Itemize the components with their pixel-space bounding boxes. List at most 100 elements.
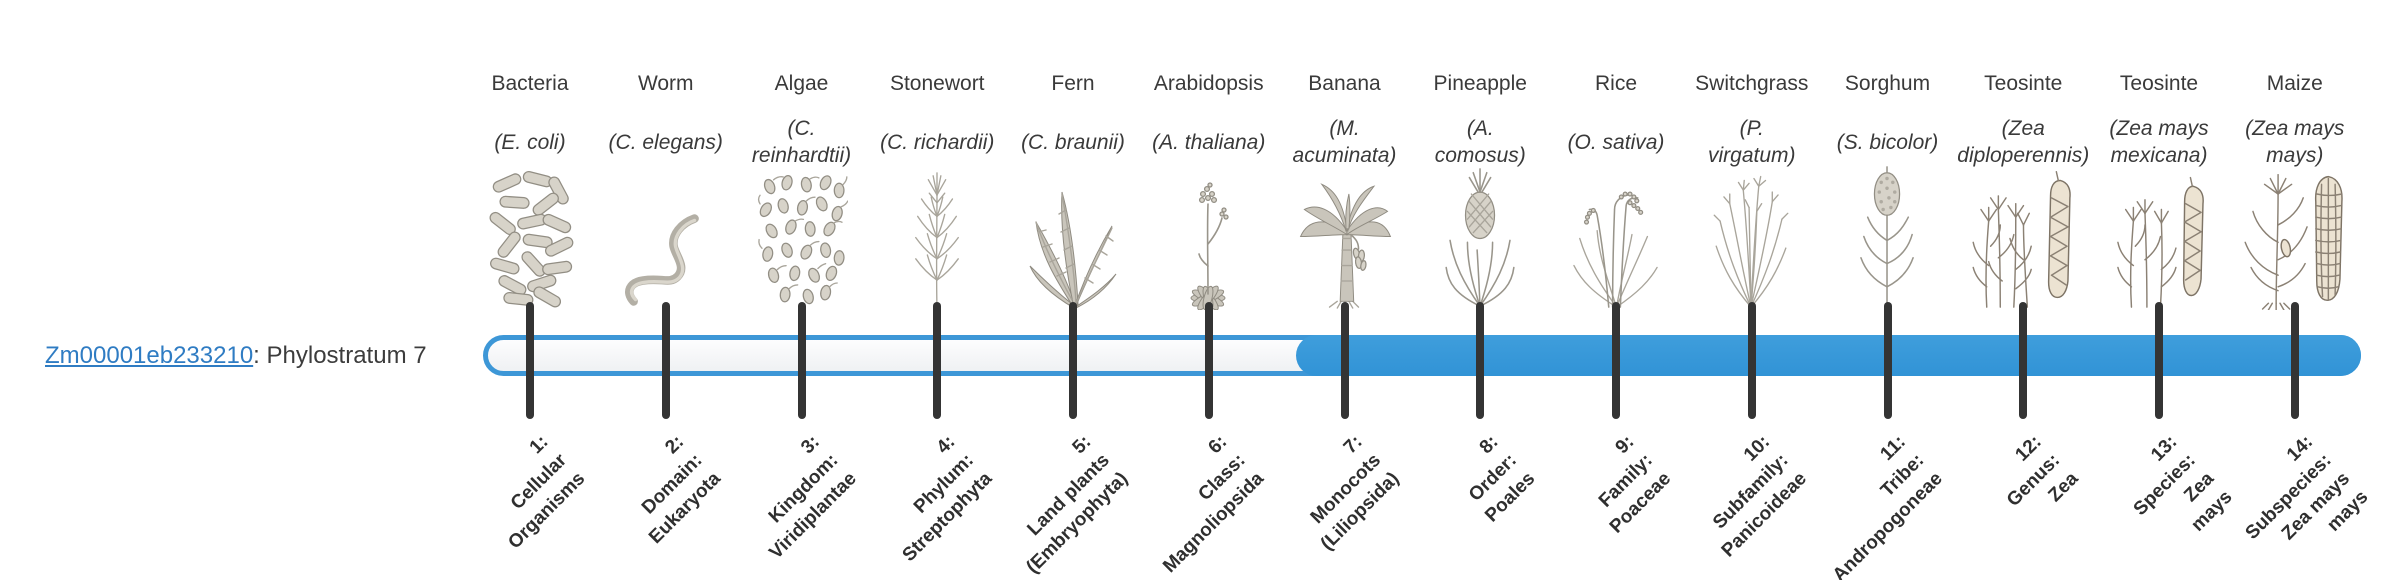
organism-label: Maize (Zea mays mays) <box>2218 70 2372 170</box>
organism-scientific-name: (A. thaliana) <box>1152 130 1266 154</box>
phylostratum-axis-label: 12: Genus: Zea <box>2002 431 2083 511</box>
sorghum-icon <box>1860 166 1914 308</box>
pineapple-icon <box>1445 168 1515 307</box>
organism-label: Arabidopsis (A. thaliana) <box>1132 70 1286 170</box>
algae-icon <box>757 175 848 305</box>
organism-icon-box <box>2218 168 2372 310</box>
phylostratum-axis-label: 11: Tribe: Andropogoneae <box>1828 431 1947 580</box>
phylostratum-column: Rice (O. sativa) 9: Family: Poaceae <box>1539 0 1693 580</box>
phylostratum-axis-label: 9: Family: Poaceae <box>1594 431 1676 538</box>
phylostratum-axis-label: 5: Land plants (Embryophyta) <box>1022 431 1133 578</box>
organism-common-name: Pineapple <box>1433 72 1527 95</box>
organism-common-name: Worm <box>637 72 694 95</box>
organism-scientific-name: (Zea diploperennis) <box>1957 117 2090 167</box>
organism-common-name: Bacteria <box>491 72 569 95</box>
organism-label: Bacteria (E. coli) <box>453 70 607 170</box>
organism-label: Pineapple (A. comosus) <box>1403 70 1557 170</box>
organism-icon-box <box>725 168 879 310</box>
phylostratum-column: Algae (C. reinhardtii) <box>725 0 879 580</box>
phylostratum-tick <box>1883 302 1892 419</box>
organism-common-name: Sorghum <box>1844 72 1931 95</box>
phylostratum-tick <box>661 302 670 419</box>
phylostratum-tick <box>1612 302 1620 419</box>
phylostratum-axis-label: 1: Cellular Organisms <box>503 431 590 554</box>
organism-common-name: Teosinte <box>2119 72 2199 95</box>
organism-common-name: Algae <box>774 72 829 95</box>
phylostratum-tick <box>797 302 806 419</box>
organism-icon-box <box>453 168 607 310</box>
phylostratum-column: Teosinte (Zea mays mexicana) 13: Species: Z… <box>2082 0 2236 580</box>
phylostratum-tick <box>526 302 534 419</box>
phylostratum-axis-label: 8: Order: Poales <box>1464 431 1540 527</box>
phylostratum-tick <box>2019 302 2028 419</box>
gene-id-link[interactable]: Zm00001eb233210 <box>45 342 254 369</box>
organism-icon-box <box>1539 168 1693 310</box>
organism-icon-box <box>1946 168 2100 310</box>
phylostratum-tick <box>2290 302 2299 419</box>
phylostratum-column: Switchgrass (P. virgatum) 10: Subfamily: Pa… <box>1675 0 1829 580</box>
phylostratum-column: Fern (C. braunii) 5: Land plants (Embryoph… <box>996 0 1150 580</box>
organism-icon-box <box>2082 168 2236 310</box>
organism-common-name: Rice <box>1594 72 1637 95</box>
phylostratum-column: Arabidopsis (A. thaliana) 6: Class: Magnol… <box>1132 0 1286 580</box>
phylostrata-bar-fill <box>1296 335 2361 376</box>
organism-common-name: Stonewort <box>889 72 985 95</box>
phylostratum-column: Stonewort (C. richardii) 4: Phylum: Strept… <box>860 0 1014 580</box>
organism-common-name: Fern <box>1051 72 1095 95</box>
banana-icon <box>1299 183 1391 309</box>
phylostratum-column: Teosinte (Zea diploperennis) 12: Genus: Zea <box>1946 0 2100 580</box>
phylostratum-column: Banana (M. acuminata) 7: Monocots (Liliopsi… <box>1268 0 1422 580</box>
phylostratum-column: Bacteria (E. coli) 1: Cellular Organis <box>453 0 607 580</box>
organism-scientific-name: (C. elegans) <box>608 130 723 154</box>
organism-label: Stonewort (C. richardii) <box>860 70 1014 170</box>
organism-icon-box <box>1403 168 1557 310</box>
bacteria-icon <box>489 171 573 308</box>
organism-label: Teosinte (Zea mays mexicana) <box>2082 70 2236 170</box>
organism-scientific-name: (S. bicolor) <box>1836 130 1939 154</box>
organism-icon-box <box>1675 168 1829 310</box>
rice-icon <box>1573 191 1658 308</box>
phylostratum-axis-label: 3: Kingdom: Viridiplantae <box>764 431 861 564</box>
organism-common-name: Teosinte <box>1984 72 2063 95</box>
organism-common-name: Maize <box>2266 72 2323 95</box>
organism-label: Banana (M. acuminata) <box>1268 70 1422 170</box>
switchgrass-icon <box>1713 175 1789 308</box>
phylostratum-axis-label: 2: Domain: Eukaryota <box>637 431 725 548</box>
organism-label: Teosinte (Zea diploperennis) <box>1946 70 2100 170</box>
organism-common-name: Arabidopsis <box>1153 72 1264 95</box>
phylostratum-column: Maize (Zea mays mays) 14: Subspecies: Zea m… <box>2218 0 2372 580</box>
organism-scientific-name: (P. virgatum) <box>1707 117 1796 167</box>
organism-label: Rice (O. sativa) <box>1539 70 1693 170</box>
organism-label: Algae (C. reinhardtii) <box>725 70 879 170</box>
organism-scientific-name: (E. coli) <box>494 130 566 154</box>
phylostratum-column: Pineapple (A. comosus) 8: Order: Poales <box>1403 0 1557 580</box>
gene-stratum-text: : Phylostratum 7 <box>253 342 427 369</box>
worm-icon <box>625 214 700 306</box>
phylostratum-tick <box>1476 302 1485 419</box>
organism-icon-box <box>1268 168 1422 310</box>
phylostratum-axis-label: 4: Phylum: Streptophyta <box>898 431 997 566</box>
phylostratum-tick <box>1069 302 1077 419</box>
phylostratum-tick <box>2155 302 2163 419</box>
organism-scientific-name: (C. reinhardtii) <box>751 117 852 167</box>
teosinte-diploperennis-icon <box>1972 171 2072 308</box>
phylostratum-column: Sorghum (S. bicolor) 11: Tribe: Andropogon… <box>1811 0 1965 580</box>
teosinte-mexicana-icon <box>2117 176 2204 308</box>
organism-scientific-name: (C. richardii) <box>880 130 995 154</box>
organism-scientific-name: (M. acuminata) <box>1292 117 1397 167</box>
organism-scientific-name: (Zea mays mexicana) <box>2109 117 2209 167</box>
phylostratum-axis-label: 14: Subspecies: Zea mays mays <box>2241 431 2373 545</box>
phylostratum-axis-label: 6: Class: Magnoliopsida <box>1158 431 1268 578</box>
stonewort-icon <box>915 172 960 309</box>
organism-scientific-name: (O. sativa) <box>1567 130 1665 154</box>
phylostratum-axis-label: 10: Subfamily: Panicoideae <box>1708 431 1811 562</box>
organism-icon-box <box>589 168 743 310</box>
organism-label: Worm (C. elegans) <box>589 70 743 170</box>
organism-scientific-name: (Zea mays mays) <box>2245 117 2345 167</box>
organism-label: Switchgrass (P. virgatum) <box>1675 70 1829 170</box>
phylostratum-axis-label: 7: Monocots (Liliopsida) <box>1306 431 1404 555</box>
organism-label: Fern (C. braunii) <box>996 70 1150 170</box>
phylostratum-tick <box>933 302 942 419</box>
fern-icon <box>1029 191 1116 310</box>
organism-common-name: Banana <box>1308 72 1381 95</box>
